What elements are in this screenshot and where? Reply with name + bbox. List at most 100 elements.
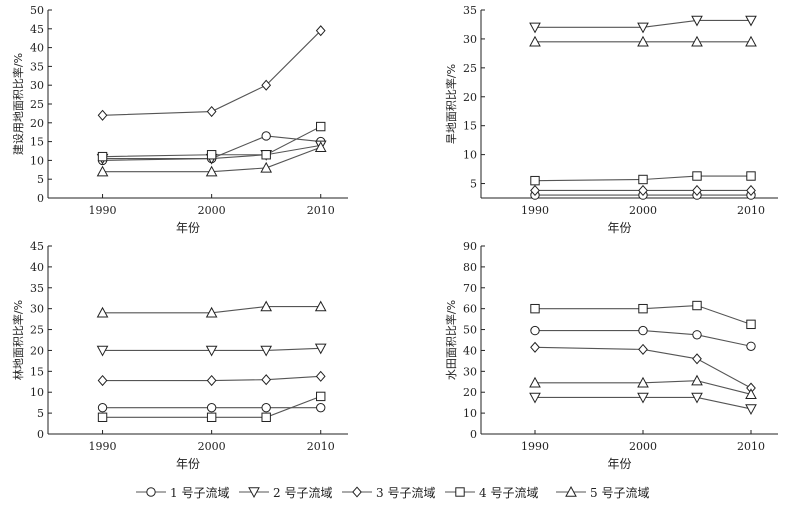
legend-marker — [455, 487, 465, 497]
data-point-series-3 — [638, 343, 648, 355]
data-point-series-5 — [691, 374, 703, 386]
y-tick-label: 10 — [30, 386, 44, 399]
x-tick-label: 2010 — [307, 204, 335, 217]
data-point-series-3 — [97, 374, 108, 387]
data-point-series-4 — [206, 412, 217, 422]
y-tick-label: 15 — [30, 136, 44, 149]
data-point-series-4 — [316, 391, 326, 402]
data-point-series-3 — [261, 79, 272, 91]
y-tick-label: 45 — [30, 23, 44, 36]
series-line-2 — [535, 19, 751, 28]
series-line-4 — [102, 126, 321, 158]
series-line-5 — [102, 306, 321, 314]
legend-marker — [248, 487, 260, 499]
y-tick-label: 20 — [463, 91, 477, 104]
data-point-series-4 — [316, 121, 326, 132]
y-tick-label: 30 — [30, 79, 44, 92]
data-point-series-3 — [530, 341, 540, 353]
data-point-series-3 — [692, 353, 702, 365]
x-axis-title: 年份 — [176, 457, 200, 471]
data-point-series-3 — [638, 184, 648, 197]
series-line-3 — [102, 30, 322, 116]
x-tick-label: 1990 — [89, 440, 117, 453]
y-tick-label: 25 — [30, 98, 44, 111]
data-point-series-3 — [206, 105, 217, 118]
data-point-series-5 — [691, 35, 703, 47]
data-point-series-5 — [260, 300, 273, 312]
x-tick-label: 2010 — [307, 440, 335, 453]
series-line-4 — [535, 304, 752, 325]
data-point-series-1 — [530, 325, 540, 336]
data-point-series-3 — [530, 184, 540, 197]
legend-label: 4 号子流域 — [479, 485, 539, 500]
y-axis-title: 林地面积比率/% — [11, 300, 25, 380]
data-point-series-1 — [638, 325, 648, 336]
series-line-2 — [102, 347, 321, 351]
y-tick-label: 40 — [463, 344, 477, 357]
data-point-series-4 — [746, 319, 756, 330]
data-point-series-2 — [529, 392, 541, 404]
data-point-series-2 — [260, 345, 273, 357]
data-point-series-1 — [692, 330, 702, 340]
data-point-series-5 — [637, 376, 649, 388]
y-axis-title: 旱地面积比率/% — [444, 64, 458, 144]
data-point-series-1 — [746, 341, 756, 351]
y-tick-label: 25 — [463, 62, 477, 75]
x-tick-label: 1990 — [521, 440, 549, 453]
y-tick-label: 30 — [463, 33, 477, 46]
legend-label: 3 号子流域 — [376, 485, 436, 500]
data-point-series-5 — [205, 165, 218, 177]
x-axis-title: 年份 — [607, 221, 631, 235]
series-line-3 — [534, 346, 752, 389]
y-tick-label: 10 — [463, 407, 477, 420]
data-point-series-5 — [96, 306, 109, 318]
data-point-series-5 — [96, 165, 109, 177]
series-line-3 — [102, 375, 321, 382]
y-tick-label: 10 — [463, 149, 477, 162]
y-tick-label: 5 — [37, 407, 44, 420]
data-point-series-4 — [530, 303, 540, 314]
y-tick-label: 40 — [30, 261, 44, 274]
data-point-series-2 — [205, 345, 218, 357]
x-tick-label: 2000 — [198, 440, 226, 453]
data-point-series-4 — [530, 175, 540, 186]
x-tick-label: 2000 — [629, 440, 657, 453]
data-point-series-2 — [691, 392, 703, 404]
y-tick-label: 30 — [30, 303, 44, 316]
data-point-series-2 — [637, 22, 649, 34]
data-point-series-4 — [97, 151, 108, 162]
x-axis-title: 年份 — [607, 457, 631, 471]
series-line-4 — [534, 175, 751, 182]
y-tick-label: 35 — [463, 4, 477, 17]
y-tick-label: 25 — [30, 324, 44, 337]
data-point-series-3 — [746, 184, 756, 197]
x-tick-label: 2010 — [737, 204, 765, 217]
legend-symbol — [342, 486, 372, 498]
data-point-series-3 — [97, 109, 108, 121]
data-point-series-4 — [638, 174, 648, 185]
y-tick-label: 35 — [30, 282, 44, 295]
x-tick-label: 2000 — [198, 204, 226, 217]
data-point-series-2 — [529, 22, 541, 34]
y-tick-label: 30 — [463, 365, 477, 378]
y-tick-label: 50 — [463, 324, 477, 337]
series-line-2 — [535, 396, 752, 410]
y-axis-title: 建设用地面积比率/% — [11, 53, 25, 155]
y-tick-label: 70 — [463, 282, 477, 295]
data-point-series-3 — [315, 25, 326, 37]
chart-legend: 1 号子流域 2 号子流域 3 号子流域 4 号子流域 5 号子流域 — [0, 480, 798, 504]
data-point-series-4 — [692, 171, 702, 181]
legend-item-5: 5 号子流域 — [556, 480, 649, 504]
legend-label: 5 号子流域 — [590, 485, 650, 500]
data-point-series-4 — [746, 171, 756, 181]
y-tick-label: 50 — [30, 4, 44, 17]
data-point-series-4 — [97, 412, 108, 422]
data-point-series-2 — [637, 392, 649, 404]
data-point-series-3 — [315, 370, 326, 382]
data-point-series-2 — [691, 15, 703, 27]
data-point-series-4 — [638, 303, 648, 314]
legend-symbol — [556, 485, 586, 497]
y-tick-label: 15 — [30, 365, 44, 378]
series-line-4 — [102, 395, 321, 418]
